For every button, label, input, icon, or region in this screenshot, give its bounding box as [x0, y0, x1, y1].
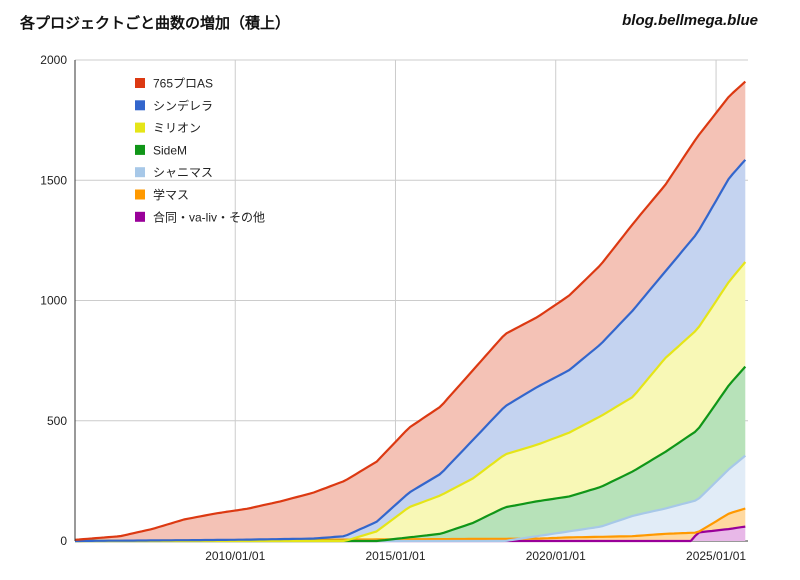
series-area-0: [75, 81, 746, 541]
legend-label: 合同・va-liv・その他: [153, 209, 265, 224]
legend-swatch: [135, 189, 145, 200]
legend-label: ミリオン: [153, 121, 201, 135]
series-area-5: [75, 508, 746, 541]
x-tick-label: 2015/01/01: [365, 549, 425, 563]
legend-label: 765プロAS: [153, 77, 213, 91]
y-tick-label: 1000: [40, 294, 67, 308]
axes: 0 500 1000 1500 2000 2010/01/01 2015/01/01 2020…: [40, 53, 746, 563]
x-tick-label: 2010/01/01: [205, 549, 265, 563]
legend-swatch: [135, 144, 145, 155]
series-area-3: [75, 366, 746, 541]
legend-swatch: [135, 122, 145, 133]
y-tick-label: 500: [47, 414, 67, 428]
legend-label: SideM: [153, 143, 187, 157]
legend-swatch: [135, 100, 145, 111]
y-tick-label: 2000: [40, 53, 67, 67]
legend-label: シャニマス: [153, 166, 213, 180]
y-tick-label: 1500: [40, 173, 67, 187]
series-line-0: [74, 80, 747, 541]
legend-label: シンデレラ: [153, 98, 213, 113]
series-line-1: [75, 159, 747, 543]
x-tick-label: 2020/01/01: [526, 549, 586, 563]
site-name: blog.bellmega.blue: [622, 12, 758, 29]
series-lines: [74, 80, 747, 543]
legend-label: 学マス: [153, 187, 189, 202]
series-area-2: [75, 262, 746, 541]
y-tick-label: 0: [60, 534, 67, 548]
legend-swatch: [135, 78, 145, 88]
legend-swatch: [135, 167, 145, 178]
series-area-1: [75, 159, 746, 542]
legend-swatch: [135, 211, 145, 222]
x-tick-label: 2025/01/01: [686, 549, 746, 563]
chart-title: 各プロジェクトごと曲数の増加（積上）: [20, 15, 291, 32]
